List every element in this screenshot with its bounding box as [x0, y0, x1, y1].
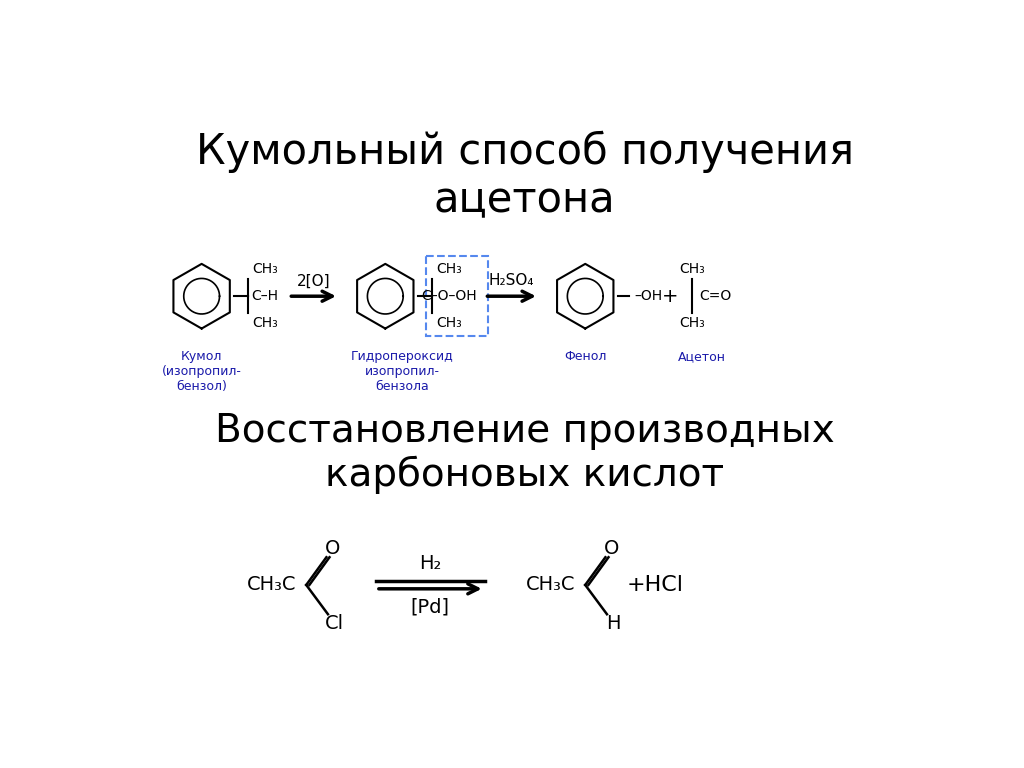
Text: +: + — [663, 286, 679, 306]
Text: C–O–OH: C–O–OH — [421, 290, 476, 303]
Text: [Pd]: [Pd] — [411, 597, 450, 616]
Text: CH₃C: CH₃C — [247, 575, 296, 594]
Text: CH₃: CH₃ — [679, 262, 706, 276]
Text: CH₃: CH₃ — [679, 316, 706, 330]
Text: H₂: H₂ — [419, 554, 441, 573]
Text: CH₃: CH₃ — [252, 316, 279, 330]
Text: +HCl: +HCl — [627, 575, 683, 595]
Text: CH₃: CH₃ — [436, 262, 462, 276]
Text: –OH: –OH — [635, 290, 663, 303]
Text: Восстановление производных
карбоновых кислот: Восстановление производных карбоновых ки… — [215, 412, 835, 494]
Text: 2[O]: 2[O] — [297, 273, 331, 288]
Text: C–H: C–H — [252, 290, 279, 303]
Text: H: H — [606, 614, 621, 633]
Text: Cl: Cl — [325, 614, 344, 633]
Text: Кумол
(изопропил-
бензол): Кумол (изопропил- бензол) — [162, 350, 242, 393]
Bar — [426, 257, 487, 336]
Text: Фенол: Фенол — [564, 350, 606, 363]
Text: Ацетон: Ацетон — [678, 350, 725, 363]
Text: Кумольный способ получения
ацетона: Кумольный способ получения ацетона — [196, 131, 854, 222]
Text: O: O — [604, 538, 620, 558]
Text: O: O — [325, 538, 340, 558]
Text: Гидропероксид
изопропил-
бензола: Гидропероксид изопропил- бензола — [351, 350, 454, 393]
Text: CH₃: CH₃ — [252, 262, 279, 276]
Text: C=O: C=O — [699, 290, 731, 303]
Text: H₂SO₄: H₂SO₄ — [488, 273, 535, 288]
Text: CH₃: CH₃ — [436, 316, 462, 330]
Text: CH₃C: CH₃C — [525, 575, 575, 594]
